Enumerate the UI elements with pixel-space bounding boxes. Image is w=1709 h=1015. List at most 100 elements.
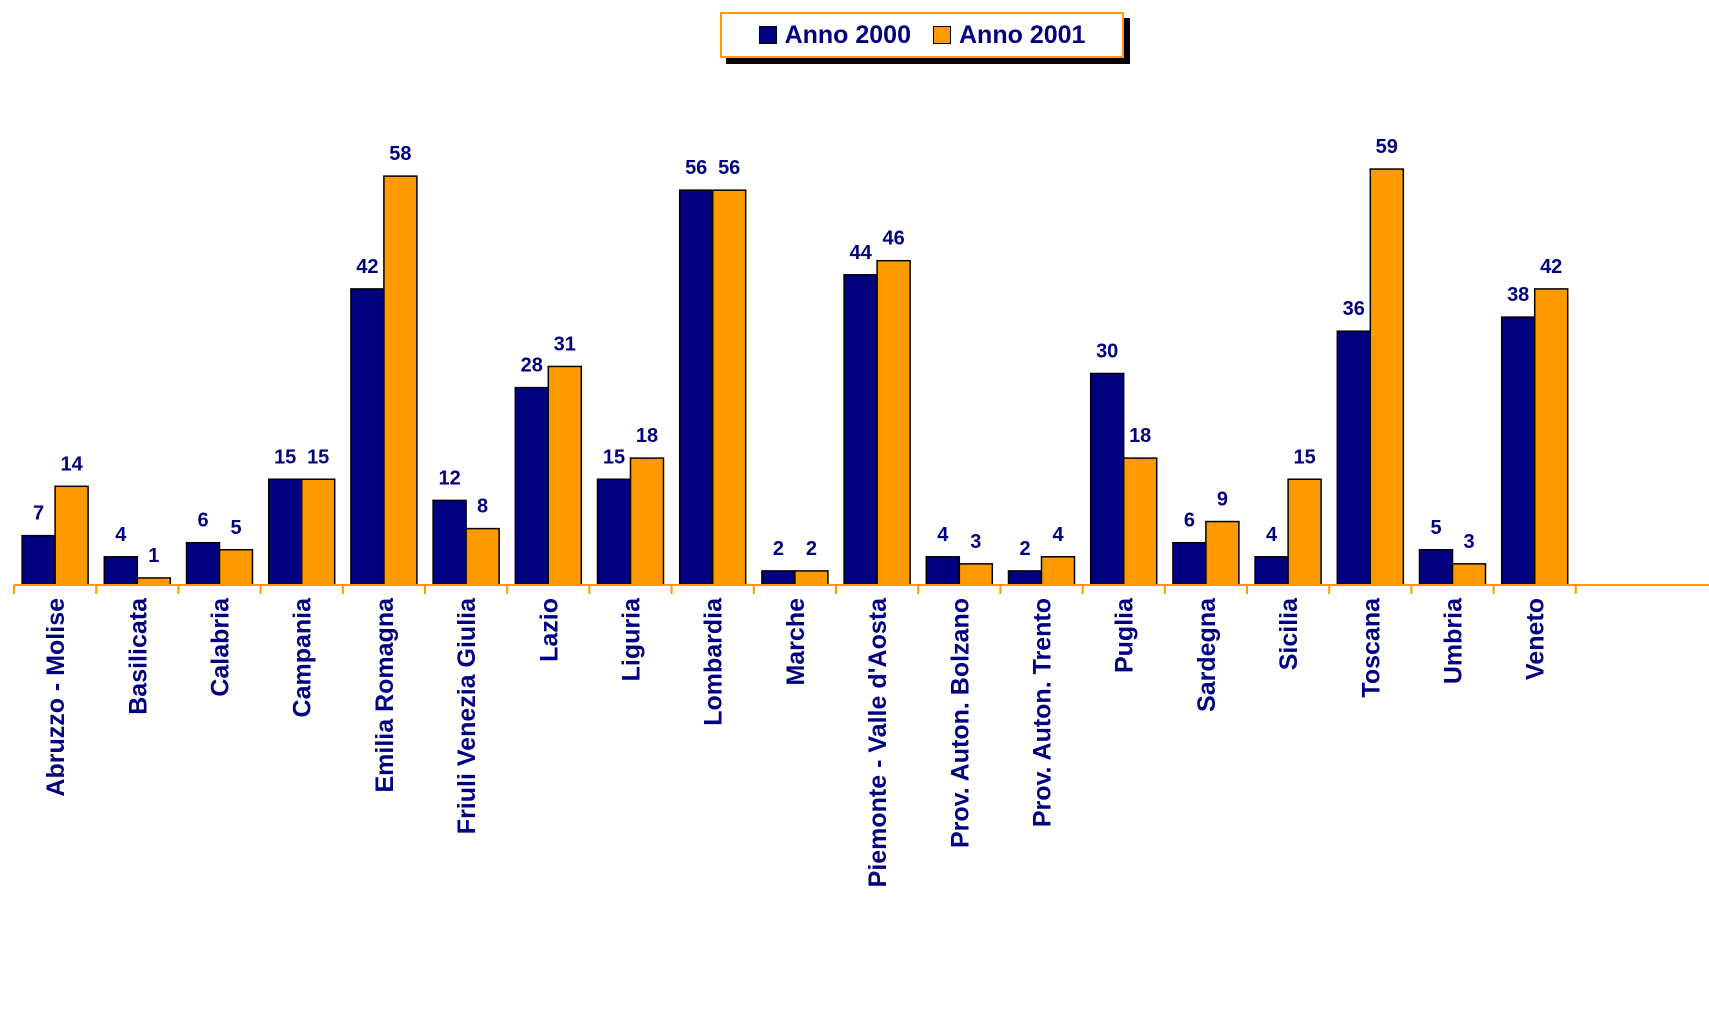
- data-label-toscana-2001: 59: [1376, 136, 1398, 158]
- data-label-friuli-venezia-giulia-2001: 8: [477, 496, 488, 518]
- data-label-marche-2001: 2: [806, 538, 817, 560]
- data-label-lombardia-2000: 56: [685, 157, 707, 179]
- data-label-emilia-romagna-2000: 42: [356, 256, 378, 278]
- bar-calabria-2001: [218, 549, 254, 586]
- legend-item-2001: Anno 2001: [933, 21, 1085, 50]
- category-label-lazio: Lazio: [535, 598, 563, 662]
- data-label-piemonte-valle-d-aosta-2000: 44: [849, 242, 872, 264]
- bar-lombardia-2001: [711, 189, 747, 586]
- data-label-puglia-2000: 30: [1096, 341, 1118, 363]
- legend-swatch-2001: [933, 26, 951, 44]
- data-label-sardegna-2000: 6: [1184, 510, 1195, 532]
- category-label-puglia: Puglia: [1111, 597, 1139, 673]
- data-label-sicilia-2001: 15: [1293, 446, 1315, 468]
- data-label-lombardia-2001: 56: [718, 157, 740, 179]
- data-label-marche-2000: 2: [773, 538, 784, 560]
- data-label-veneto-2000: 38: [1507, 284, 1529, 306]
- category-label-prov-auton-bolzano: Prov. Auton. Bolzano: [946, 598, 974, 848]
- data-label-piemonte-valle-d-aosta-2001: 46: [882, 228, 904, 250]
- category-label-marche: Marche: [782, 598, 810, 686]
- bar-umbria-2000: [1418, 549, 1454, 586]
- bar-sicilia-2001: [1287, 478, 1322, 586]
- bar-friuli-venezia-giulia-2000: [432, 499, 467, 586]
- bar-sicilia-2000: [1254, 556, 1289, 586]
- bar-sardegna-2000: [1172, 541, 1207, 586]
- bar-lombardia-2000: [678, 189, 714, 586]
- data-label-calabria-2000: 6: [197, 510, 208, 532]
- bar-sardegna-2001: [1205, 520, 1240, 586]
- data-label-campania-2001: 15: [307, 446, 329, 468]
- bar-prov-auton-bolzano-2000: [925, 556, 961, 586]
- category-label-prov-auton-trento: Prov. Auton. Trento: [1029, 598, 1057, 827]
- data-label-friuli-venezia-giulia-2000: 12: [438, 467, 460, 489]
- bar-prov-auton-bolzano-2001: [958, 563, 994, 586]
- category-label-emilia-romagna: Emilia Romagna: [371, 597, 399, 793]
- category-label-toscana: Toscana: [1357, 597, 1385, 698]
- bar-piemonte-valle-d-aosta-2001: [876, 259, 911, 586]
- legend-label-2000: Anno 2000: [784, 20, 911, 49]
- bar-campania-2001: [300, 478, 336, 586]
- bar-abruzzo-molise-2001: [54, 485, 89, 586]
- data-label-prov-auton-trento-2000: 2: [1019, 538, 1030, 560]
- category-label-piemonte-valle-d-aosta: Piemonte - Valle d'Aosta: [864, 597, 892, 887]
- data-label-basilicata-2000: 4: [115, 524, 127, 546]
- bar-veneto-2000: [1500, 316, 1536, 586]
- bar-lazio-2000: [514, 386, 550, 586]
- data-label-prov-auton-trento-2001: 4: [1052, 524, 1064, 546]
- bar-basilicata-2000: [103, 556, 139, 586]
- bar-toscana-2001: [1369, 168, 1405, 586]
- legend-swatch-2000: [758, 26, 777, 44]
- bar-prov-auton-trento-2001: [1040, 556, 1076, 586]
- bar-prov-auton-trento-2000: [1007, 570, 1043, 586]
- bar-umbria-2001: [1451, 563, 1487, 586]
- data-label-emilia-romagna-2001: 58: [389, 143, 411, 165]
- bar-basilicata-2001: [136, 577, 172, 586]
- data-label-abruzzo-molise-2001: 14: [60, 453, 83, 475]
- bar-lazio-2001: [547, 365, 583, 586]
- bar-veneto-2001: [1533, 288, 1569, 586]
- data-label-liguria-2000: 15: [603, 446, 625, 468]
- data-label-prov-auton-bolzano-2000: 4: [937, 524, 949, 546]
- data-label-calabria-2001: 5: [230, 517, 241, 539]
- data-label-basilicata-2001: 1: [148, 545, 159, 567]
- legend-item-2000: Anno 2000: [758, 20, 911, 50]
- data-label-liguria-2001: 18: [636, 425, 658, 447]
- bar-abruzzo-molise-2000: [21, 534, 56, 586]
- bar-piemonte-valle-d-aosta-2000: [843, 274, 878, 586]
- category-label-campania: Campania: [289, 597, 317, 718]
- data-label-campania-2000: 15: [274, 446, 296, 468]
- category-label-liguria: Liguria: [618, 597, 646, 681]
- bar-liguria-2001: [629, 457, 665, 586]
- data-label-puglia-2001: 18: [1129, 425, 1151, 447]
- data-label-umbria-2000: 5: [1430, 517, 1441, 539]
- bar-emilia-romagna-2000: [350, 288, 385, 586]
- bar-marche-2000: [761, 570, 796, 586]
- category-label-friuli-venezia-giulia: Friuli Venezia Giulia: [453, 597, 481, 834]
- bar-liguria-2000: [596, 478, 632, 586]
- bar-puglia-2000: [1089, 372, 1125, 586]
- data-label-umbria-2001: 3: [1463, 531, 1474, 553]
- category-label-veneto: Veneto: [1522, 598, 1550, 680]
- data-label-toscana-2000: 36: [1343, 298, 1365, 320]
- data-label-abruzzo-molise-2000: 7: [33, 503, 44, 525]
- data-label-lazio-2001: 31: [554, 333, 576, 355]
- bar-puglia-2001: [1122, 457, 1158, 586]
- bar-campania-2000: [267, 478, 303, 586]
- category-label-abruzzo-molise: Abruzzo - Molise: [42, 598, 70, 797]
- data-label-sardegna-2001: 9: [1217, 489, 1228, 511]
- bar-emilia-romagna-2001: [383, 175, 418, 586]
- bar-toscana-2000: [1336, 330, 1372, 586]
- data-label-sicilia-2000: 4: [1266, 524, 1278, 546]
- bar-calabria-2000: [185, 541, 221, 586]
- bar-friuli-venezia-giulia-2001: [465, 527, 500, 586]
- bar-marche-2001: [794, 570, 829, 586]
- category-label-sicilia: Sicilia: [1275, 597, 1303, 670]
- category-label-calabria: Calabria: [207, 597, 235, 697]
- category-label-lombardia: Lombardia: [700, 597, 728, 726]
- data-label-prov-auton-bolzano-2001: 3: [970, 531, 981, 553]
- legend: Anno 2000 Anno 2001: [720, 12, 1124, 58]
- legend-label-2001: Anno 2001: [959, 20, 1086, 49]
- category-label-basilicata: Basilicata: [124, 597, 152, 715]
- category-label-sardegna: Sardegna: [1193, 597, 1221, 712]
